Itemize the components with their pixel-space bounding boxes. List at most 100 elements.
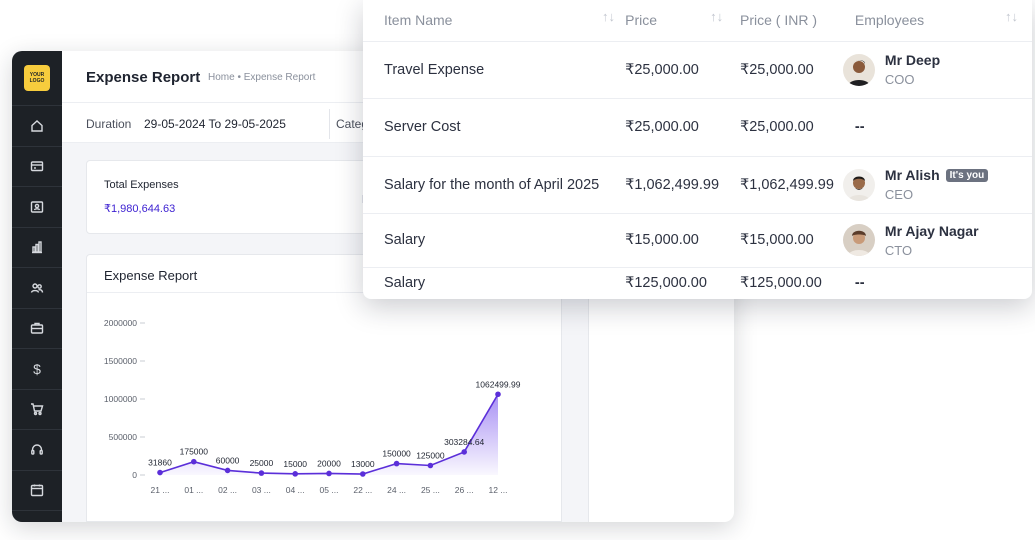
- item-name-cell: Salary: [384, 275, 426, 292]
- headset-icon: [31, 444, 43, 455]
- side-panel: [588, 291, 734, 522]
- data-point: [360, 471, 366, 477]
- price-inr-cell: ₹25,000.00: [719, 41, 834, 99]
- y-tick-label: 0: [132, 470, 137, 480]
- breadcrumb[interactable]: Home • Expense Report: [208, 72, 316, 83]
- price-inr-cell: ₹15,000.00: [719, 213, 834, 268]
- data-label: 60000: [216, 455, 240, 465]
- price-cell: ₹125,000.00: [625, 275, 707, 292]
- expense-table: Item Name ↑↓ Price ↑↓ Price ( INR ) Employ…: [363, 0, 1032, 299]
- sidebar-item-projects[interactable]: [12, 307, 62, 349]
- table-row[interactable]: Salary ₹15,000.00 ₹15,000.00 Mr Ajay Nag…: [363, 213, 1032, 268]
- dollar-icon: $: [33, 360, 41, 377]
- employee-role: CEO: [884, 187, 914, 202]
- duration-label: Duration: [86, 117, 132, 131]
- table-row[interactable]: Salary for the month of April 2025 ₹1,06…: [363, 156, 1032, 214]
- sidebar-item-contacts[interactable]: [12, 186, 62, 227]
- avatar[interactable]: [842, 224, 875, 256]
- employee-name: Mr Deep: [884, 52, 941, 68]
- sidebar-item-reports[interactable]: [12, 226, 62, 268]
- data-point: [427, 462, 434, 469]
- price-cell: ₹25,000.00: [604, 41, 720, 99]
- sidebar-item-wallet[interactable]: [12, 145, 62, 187]
- table-row[interactable]: Server Cost ₹25,000.00 ₹25,000.00 --: [363, 98, 1032, 157]
- x-tick-label: 25 ...: [421, 485, 440, 495]
- column-header-price[interactable]: Price ↑↓: [604, 0, 723, 42]
- divider: [329, 109, 330, 139]
- sidebar-item-users[interactable]: [12, 267, 62, 308]
- data-label: 31860: [148, 458, 172, 468]
- divider: [362, 195, 363, 203]
- data-label: 1062499.99: [476, 379, 521, 389]
- category-filter[interactable]: Categ: [336, 117, 369, 131]
- table-header-row: Item Name ↑↓ Price ↑↓ Price ( INR ) Employ…: [363, 0, 1032, 42]
- logo[interactable]: YOUR LOGO: [24, 65, 50, 91]
- column-header-item-name[interactable]: Item Name ↑↓: [363, 0, 615, 42]
- contact-card-icon: [30, 201, 44, 213]
- table-row[interactable]: Salary ₹125,000.00 ₹125,000.00 --: [363, 267, 1032, 299]
- x-tick-label: 21 ...: [151, 485, 170, 495]
- sidebar-item-support[interactable]: [12, 429, 62, 470]
- data-point: [191, 458, 197, 465]
- employee-cell: Mr Deep COO: [833, 41, 1032, 99]
- briefcase-icon: [30, 323, 44, 334]
- data-label: 150000: [382, 449, 411, 459]
- total-expenses-label: Total Expenses: [104, 179, 179, 191]
- employee-cell: Mr Alish It's you CEO: [833, 156, 1032, 214]
- price-cell: ₹25,000.00: [604, 98, 720, 157]
- price-inr-cell: ₹25,000.00: [719, 98, 834, 157]
- table-row[interactable]: Travel Expense ₹25,000.00 ₹25,000.00 Mr …: [363, 41, 1032, 99]
- sidebar: YOUR LOGO $: [12, 51, 62, 522]
- home-icon: [31, 119, 43, 132]
- data-label: 25000: [250, 458, 274, 468]
- sidebar-item-orders[interactable]: [12, 388, 62, 430]
- x-tick-label: 22 ...: [353, 485, 372, 495]
- no-employee-placeholder: --: [854, 119, 865, 135]
- users-icon: [30, 283, 44, 293]
- data-label: 13000: [351, 459, 375, 469]
- sidebar-item-home[interactable]: [12, 105, 62, 146]
- current-user-badge: It's you: [945, 168, 989, 182]
- sidebar-item-more[interactable]: [12, 510, 62, 522]
- expense-chart-card: Expense Report 0 500000 1000000 1500000 2000…: [86, 254, 562, 522]
- item-name-cell: Salary: [363, 213, 605, 268]
- column-header-price-inr[interactable]: Price ( INR ): [719, 0, 834, 42]
- building-icon: [32, 241, 42, 254]
- data-point: [258, 470, 265, 476]
- item-name-cell: Server Cost: [363, 98, 605, 157]
- wallet-icon: [30, 161, 44, 172]
- price-cell: ₹15,000.00: [604, 213, 720, 268]
- x-tick-label: 24 ...: [387, 485, 406, 495]
- y-tick-label: 2000000: [104, 318, 137, 328]
- avatar[interactable]: [842, 168, 875, 201]
- column-header-employees[interactable]: Employees ↑↓: [833, 0, 1032, 42]
- expense-table-panel: Item Name ↑↓ Price ↑↓ Price ( INR ) Employ…: [363, 0, 1032, 299]
- no-employee-placeholder: --: [854, 275, 865, 292]
- data-point: [326, 470, 332, 477]
- employee-role: COO: [884, 72, 915, 87]
- duration-picker[interactable]: 29-05-2024 To 29-05-2025: [144, 117, 286, 131]
- data-label: 303284.64: [444, 437, 484, 447]
- expense-chart: 0 500000 1000000 1500000 2000000 31860 21 ... 1…: [104, 318, 521, 495]
- price-cell: ₹1,062,499.99: [604, 156, 720, 214]
- divider: [87, 292, 561, 293]
- x-tick-label: 04 ...: [286, 485, 305, 495]
- employee-cell: --: [833, 98, 1032, 157]
- total-expenses-value: ₹1,980,644.63: [104, 203, 176, 215]
- y-tick-label: 1500000: [104, 356, 137, 366]
- chart-title: Expense Report: [104, 268, 198, 283]
- data-point: [224, 467, 231, 474]
- employee-cell: --: [834, 267, 1032, 299]
- data-point: [157, 469, 163, 476]
- price-inr-cell: ₹125,000.00: [740, 275, 822, 292]
- sidebar-item-calendar[interactable]: [12, 469, 62, 511]
- sidebar-item-finance[interactable]: $: [12, 348, 62, 389]
- sort-icon[interactable]: ↑↓: [1005, 9, 1018, 24]
- item-name-cell: Travel Expense: [363, 41, 605, 99]
- price-inr-cell: ₹1,062,499.99: [719, 156, 834, 214]
- employee-role: CTO: [884, 242, 913, 258]
- data-label: 175000: [180, 447, 209, 457]
- employee-name: Mr Ajay Nagar: [884, 222, 979, 239]
- avatar[interactable]: [842, 53, 875, 86]
- cart-icon: [31, 403, 44, 416]
